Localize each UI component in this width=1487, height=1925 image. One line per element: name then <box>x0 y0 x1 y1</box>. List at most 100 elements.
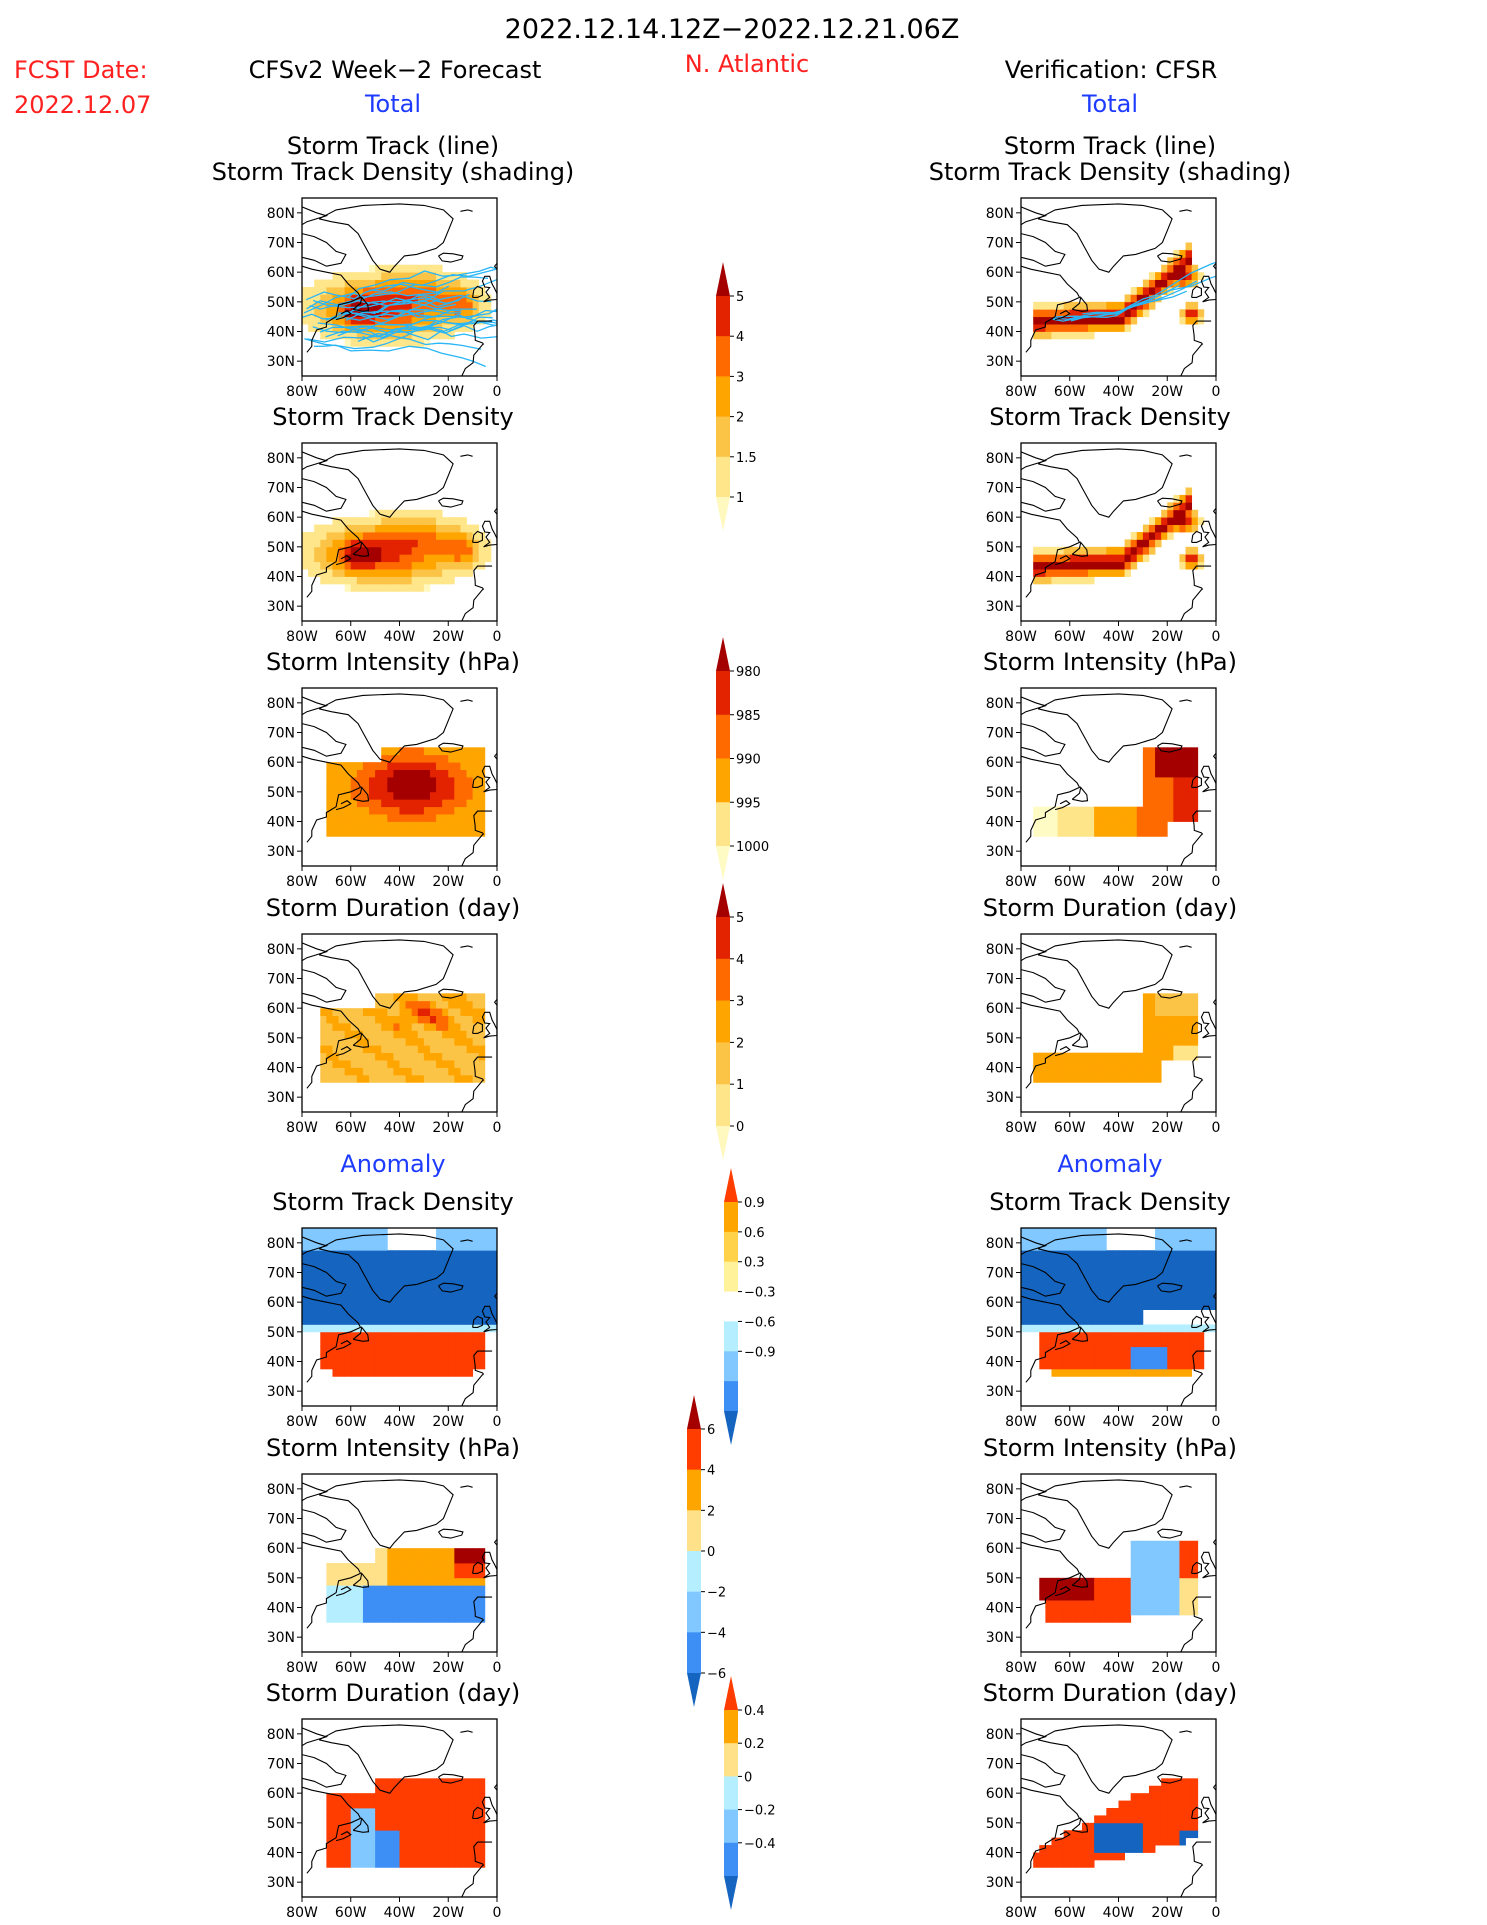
grid-cell <box>423 309 431 318</box>
grid-cell <box>387 1548 394 1556</box>
grid-cell <box>1118 1808 1125 1816</box>
grid-cell <box>1155 1837 1162 1846</box>
grid-cell <box>350 1845 358 1853</box>
grid-cell <box>1033 1228 1040 1236</box>
grid-cell <box>356 1585 364 1594</box>
grid-cell <box>460 1074 467 1083</box>
grid-cell <box>356 1570 364 1579</box>
coastline <box>1212 1292 1216 1300</box>
grid-cell <box>1094 1265 1101 1273</box>
grid-cell <box>338 806 346 815</box>
grid-cell <box>381 583 388 592</box>
grid-cell <box>350 338 358 347</box>
grid-cell <box>393 747 400 756</box>
grid-cell <box>1179 1600 1186 1608</box>
grid-cell <box>1161 762 1168 770</box>
grid-cell <box>332 1228 339 1236</box>
grid-cell <box>381 821 388 830</box>
grid-cell <box>399 1354 406 1362</box>
grid-cell <box>1088 821 1095 830</box>
grid-cell <box>429 1037 437 1046</box>
grid-cell <box>1142 799 1150 808</box>
grid-cell <box>1179 1548 1186 1556</box>
grid-cell <box>1136 1354 1144 1362</box>
coastline <box>1157 742 1183 753</box>
grid-cell <box>338 784 346 793</box>
fcst-date-label: FCST Date: <box>14 56 148 84</box>
grid-cell <box>448 1309 455 1318</box>
grid-cell <box>1069 1346 1077 1355</box>
grid-cell <box>338 1030 346 1039</box>
grid-cell <box>1185 993 1193 1002</box>
colorbars: 54321.5198098599099510005432100.90.60.3−… <box>687 262 776 1910</box>
grid-cell <box>362 301 370 310</box>
grid-cell <box>1185 1052 1193 1061</box>
storm-track-line <box>309 291 442 310</box>
grid-cell <box>1142 1000 1150 1009</box>
grid-cell <box>1088 1324 1095 1333</box>
grid-cell <box>423 524 431 533</box>
grid-cell <box>1081 1279 1089 1288</box>
grid-cell <box>1209 1272 1216 1281</box>
grid-cell <box>417 279 425 288</box>
grid-cell <box>1179 1793 1186 1801</box>
grid-cell <box>1045 1354 1052 1362</box>
grid-cell <box>375 1279 382 1288</box>
grid-cell <box>460 561 467 570</box>
grid-cell <box>436 1607 443 1616</box>
grid-cell <box>472 1045 480 1054</box>
grid-cell <box>448 279 455 288</box>
grid-cell <box>375 1800 382 1809</box>
grid-cell <box>332 791 339 800</box>
grid-cell <box>362 539 370 548</box>
grid-cell <box>1088 1859 1095 1868</box>
lat-tick-label: 30N <box>267 599 295 615</box>
grid-cell <box>338 1023 346 1031</box>
grid-cell <box>399 1045 406 1054</box>
grid-cell <box>1106 1294 1113 1303</box>
grid-cell <box>344 1074 352 1083</box>
grid-cell <box>478 1548 486 1556</box>
grid-cell <box>1197 1361 1205 1370</box>
grid-cell <box>1124 1607 1132 1616</box>
grid-cell <box>454 1785 461 1794</box>
grid-cell <box>454 1845 461 1853</box>
grid-cell <box>1155 747 1162 756</box>
grid-cell <box>1173 1837 1180 1846</box>
grid-cell <box>429 1570 437 1579</box>
grid-cell <box>399 1563 406 1571</box>
grid-cell <box>1203 1235 1211 1244</box>
grid-cell <box>448 1317 455 1325</box>
grid-cell <box>1088 331 1095 340</box>
grid-cell <box>460 1368 467 1377</box>
grid-cell <box>381 279 388 288</box>
grid-cell <box>399 1592 406 1601</box>
grid-cell <box>1112 1368 1119 1377</box>
grid-cell <box>460 1837 467 1846</box>
grid-cell <box>1185 1324 1193 1333</box>
colorbar-label: −0.3 <box>744 1286 776 1301</box>
grid-cell <box>1057 1265 1065 1273</box>
lat-tick-label: 40N <box>267 1061 295 1077</box>
coastline <box>1021 451 1048 471</box>
grid-cell <box>454 546 461 555</box>
grid-cell <box>1106 1585 1113 1594</box>
grid-cell <box>1081 1331 1089 1340</box>
grid-cell <box>1045 1859 1052 1868</box>
grid-cell <box>417 546 425 555</box>
grid-cell <box>429 301 437 310</box>
lat-tick-label: 70N <box>267 726 295 742</box>
grid-cell <box>362 324 370 332</box>
grid-cell <box>466 1074 474 1083</box>
grid-cell <box>332 1808 339 1816</box>
grid-cell <box>393 524 400 533</box>
colorbar-segment <box>716 714 730 759</box>
grid-cell <box>448 1045 455 1054</box>
grid-cell <box>1124 1361 1132 1370</box>
grid-cell <box>1136 1548 1144 1556</box>
grid-cell <box>393 1074 400 1083</box>
grid-cell <box>1100 324 1107 332</box>
grid-cell <box>1057 1250 1065 1259</box>
grid-cell <box>1191 1302 1199 1310</box>
grid-cell <box>484 546 492 555</box>
